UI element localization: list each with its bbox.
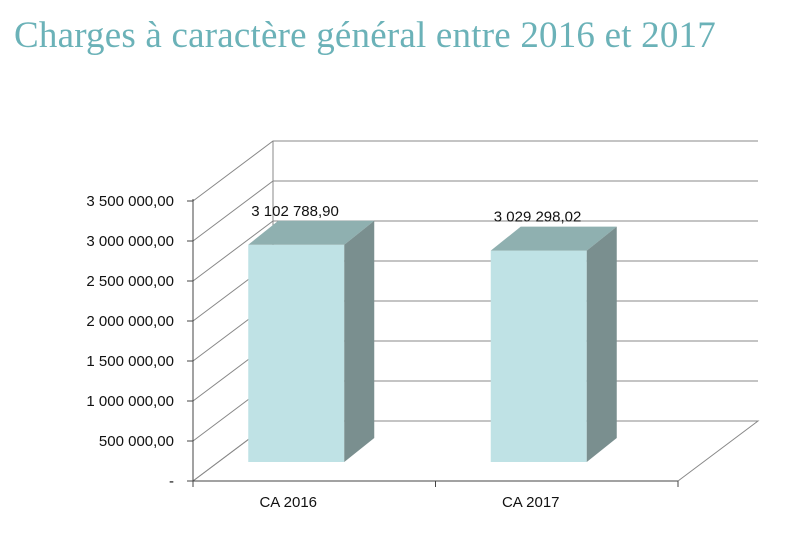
bar — [490, 226, 617, 462]
bar-value-label: 3 102 788,90 — [251, 203, 339, 220]
y-tick-label: - — [169, 473, 174, 490]
y-tick-label: 3 500 000,00 — [86, 193, 174, 210]
y-tick-label: 3 000 000,00 — [86, 233, 174, 250]
bar-side — [586, 226, 617, 462]
x-tick-label: CA 2016 — [259, 494, 317, 511]
gridline — [192, 180, 758, 242]
x-tick-label: CA 2017 — [502, 494, 560, 511]
y-tick-label: 1 000 000,00 — [86, 393, 174, 410]
data-labels: 3 102 788,90 3 029 298,02 — [251, 203, 581, 226]
page-title: Charges à caractère général entre 2016 e… — [14, 15, 716, 56]
y-tick-label: 1 500 000,00 — [86, 353, 174, 370]
bar-side — [344, 220, 375, 462]
bar-value-label: 3 029 298,02 — [494, 209, 582, 226]
y-tick-label: 2 500 000,00 — [86, 273, 174, 290]
x-axis-ticks: CA 2016 CA 2017 — [259, 494, 559, 511]
y-tick-label: 500 000,00 — [99, 433, 174, 450]
bar-top — [248, 220, 375, 245]
y-tick-label: 2 000 000,00 — [86, 313, 174, 330]
y-axis-ticks: - 500 000,00 1 000 000,00 1 500 000,00 2 000… — [86, 193, 193, 490]
gridline — [192, 220, 758, 282]
bar-front — [248, 244, 345, 462]
bar-front — [490, 250, 587, 462]
chart-bars — [248, 220, 617, 462]
bar — [248, 220, 375, 462]
bar-top — [490, 226, 617, 251]
gridline — [192, 140, 758, 202]
chart-axes — [192, 199, 679, 487]
